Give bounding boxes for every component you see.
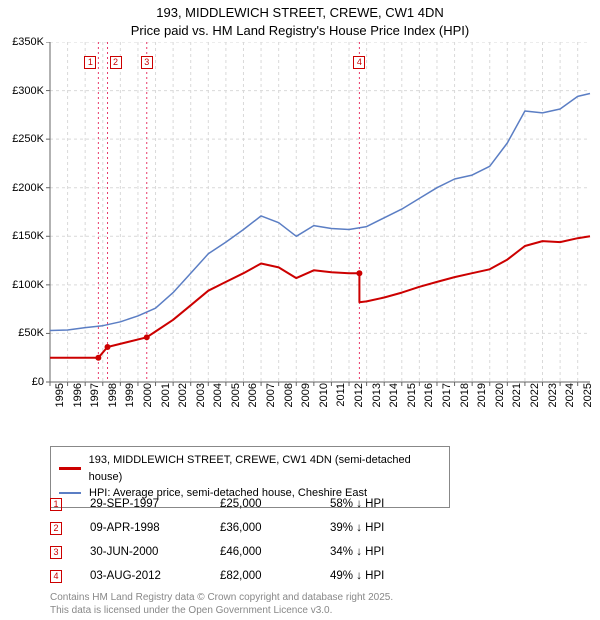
transaction-price: £36,000 (220, 522, 330, 534)
x-tick-label: 2006 (247, 383, 259, 423)
title-line2: Price paid vs. HM Land Registry's House … (0, 22, 600, 40)
transaction-marker-ref: 2 (50, 522, 62, 535)
y-tick-label: £250K (0, 133, 44, 145)
footer-attribution: Contains HM Land Registry data © Crown c… (50, 592, 393, 617)
transaction-marker: 1 (84, 56, 96, 69)
transaction-vs-hpi: 49% ↓ HPI (330, 570, 450, 582)
chart-svg (0, 42, 600, 442)
x-tick-label: 2003 (195, 383, 207, 423)
x-axis-ticks: 1995199619971998199920002001200220032004… (50, 387, 590, 437)
transaction-date: 03-AUG-2012 (90, 570, 220, 582)
transaction-date: 30-JUN-2000 (90, 546, 220, 558)
x-tick-label: 2001 (160, 383, 172, 423)
footer-line2: This data is licensed under the Open Gov… (50, 605, 393, 618)
transaction-date: 09-APR-1998 (90, 522, 220, 534)
footer-line1: Contains HM Land Registry data © Crown c… (50, 592, 393, 605)
x-tick-label: 2016 (423, 383, 435, 423)
x-tick-label: 2014 (388, 383, 400, 423)
transaction-price: £25,000 (220, 498, 330, 510)
transaction-row: 1 29-SEP-1997£25,00058% ↓ HPI (50, 492, 450, 516)
x-tick-label: 2023 (547, 383, 559, 423)
transaction-marker-ref: 1 (50, 498, 62, 511)
chart-title: 193, MIDDLEWICH STREET, CREWE, CW1 4DN P… (0, 0, 600, 39)
x-tick-label: 2002 (177, 383, 189, 423)
transaction-date: 29-SEP-1997 (90, 498, 220, 510)
chart-container: 193, MIDDLEWICH STREET, CREWE, CW1 4DN P… (0, 0, 600, 620)
transaction-row: 2 09-APR-1998£36,00039% ↓ HPI (50, 516, 450, 540)
legend-swatch (59, 467, 81, 470)
transaction-price: £46,000 (220, 546, 330, 558)
x-tick-label: 2012 (353, 383, 365, 423)
transaction-price: £82,000 (220, 570, 330, 582)
x-tick-label: 2021 (511, 383, 523, 423)
y-tick-label: £300K (0, 85, 44, 97)
y-tick-label: £350K (0, 36, 44, 48)
x-tick-label: 2025 (582, 383, 594, 423)
x-tick-label: 2022 (529, 383, 541, 423)
transaction-marker: 4 (353, 56, 365, 69)
transaction-marker-ref: 4 (50, 570, 62, 583)
legend-item: 193, MIDDLEWICH STREET, CREWE, CW1 4DN (… (59, 452, 441, 485)
title-line1: 193, MIDDLEWICH STREET, CREWE, CW1 4DN (0, 4, 600, 22)
transaction-row: 4 03-AUG-2012£82,00049% ↓ HPI (50, 564, 450, 588)
x-tick-label: 2009 (300, 383, 312, 423)
x-tick-label: 1998 (107, 383, 119, 423)
x-tick-label: 1997 (89, 383, 101, 423)
transaction-vs-hpi: 39% ↓ HPI (330, 522, 450, 534)
x-tick-label: 2007 (265, 383, 277, 423)
x-tick-label: 1999 (124, 383, 136, 423)
y-tick-label: £0 (0, 376, 44, 388)
y-tick-label: £50K (0, 327, 44, 339)
x-tick-label: 2008 (283, 383, 295, 423)
transaction-row: 3 30-JUN-2000£46,00034% ↓ HPI (50, 540, 450, 564)
x-tick-label: 2024 (564, 383, 576, 423)
legend-label: 193, MIDDLEWICH STREET, CREWE, CW1 4DN (… (89, 452, 441, 485)
x-tick-label: 2011 (335, 383, 347, 423)
x-tick-label: 2005 (230, 383, 242, 423)
y-tick-label: £100K (0, 279, 44, 291)
x-tick-label: 1995 (54, 383, 66, 423)
x-tick-label: 2004 (212, 383, 224, 423)
chart-area: £0£50K£100K£150K£200K£250K£300K£350K 199… (0, 42, 600, 402)
transactions-table: 1 29-SEP-1997£25,00058% ↓ HPI 2 09-APR-1998… (50, 492, 450, 588)
y-tick-label: £200K (0, 182, 44, 194)
x-tick-label: 2013 (371, 383, 383, 423)
x-tick-label: 2019 (476, 383, 488, 423)
transaction-vs-hpi: 58% ↓ HPI (330, 498, 450, 510)
x-tick-label: 2018 (459, 383, 471, 423)
x-tick-label: 2010 (318, 383, 330, 423)
x-tick-label: 2017 (441, 383, 453, 423)
x-tick-label: 2015 (406, 383, 418, 423)
x-tick-label: 2000 (142, 383, 154, 423)
transaction-marker: 2 (110, 56, 122, 69)
x-tick-label: 1996 (72, 383, 84, 423)
y-tick-label: £150K (0, 230, 44, 242)
x-tick-label: 2020 (494, 383, 506, 423)
transaction-vs-hpi: 34% ↓ HPI (330, 546, 450, 558)
transaction-marker: 3 (141, 56, 153, 69)
transaction-marker-ref: 3 (50, 546, 62, 559)
